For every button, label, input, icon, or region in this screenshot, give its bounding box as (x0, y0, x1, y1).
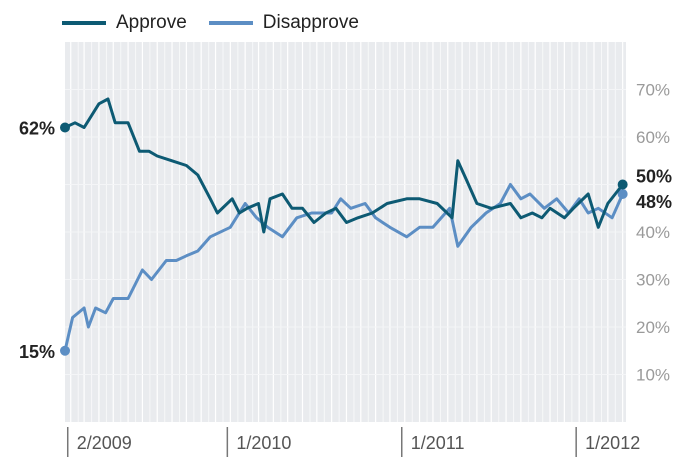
legend-item-approve: Approve (62, 12, 187, 34)
x-axis-ticks: 2/2009 1/2010 1/2011 1/2012 (66, 427, 640, 457)
start-point-approve (60, 122, 70, 133)
x-tick-label: 1/2012 (585, 433, 640, 453)
series-line-approve (63, 97, 625, 234)
end-point-approve (617, 179, 628, 190)
y-axis-tick-labels: 10% 20% 30% 40% 50% 60% 70% (636, 81, 670, 385)
x-tick-label: 1/2011 (411, 433, 465, 453)
start-point-disapprove (60, 345, 70, 356)
legend-item-disapprove: Disapprove (208, 12, 359, 34)
end-label-disapprove: 48% (636, 192, 672, 212)
horizontal-gridlines (65, 89, 626, 375)
y-tick-label: 20% (636, 318, 670, 337)
x-tick-label: 1/2010 (236, 433, 291, 453)
end-point-disapprove (617, 189, 628, 199)
y-tick-label: 70% (636, 81, 670, 100)
series-line-disapprove (63, 183, 625, 353)
y-tick-label: 10% (636, 366, 670, 385)
x-tick-label: 2/2009 (77, 433, 132, 453)
y-tick-label: 60% (636, 128, 670, 147)
legend-swatch-disapprove (208, 21, 253, 25)
legend-label-disapprove: Disapprove (262, 12, 359, 33)
series-lines (60, 97, 628, 356)
end-label-approve: 50% (636, 167, 672, 187)
start-label-approve: 62% (19, 119, 55, 139)
legend-label-approve: Approve (116, 12, 187, 33)
endpoint-labels: 62% 50% 15% 48% (19, 119, 672, 362)
legend: Approve Disapprove (62, 10, 381, 36)
start-label-disapprove: 15% (19, 342, 55, 362)
y-tick-label: 40% (636, 223, 670, 242)
y-tick-label: 30% (636, 271, 670, 290)
legend-swatch-approve (62, 21, 106, 25)
